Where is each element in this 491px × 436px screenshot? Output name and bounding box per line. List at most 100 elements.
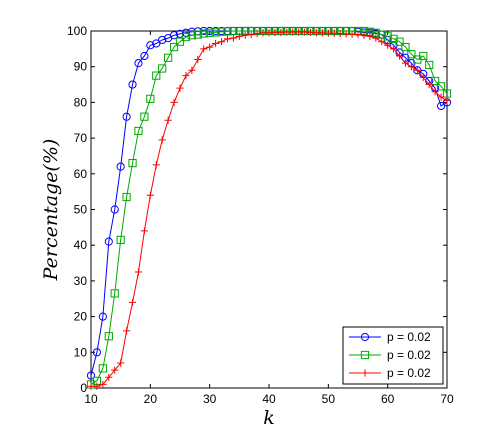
legend-entry: p = 0.02 [349, 348, 431, 362]
data-point [390, 45, 398, 53]
data-point [86, 371, 96, 380]
data-point [443, 97, 451, 105]
series-1 [86, 26, 452, 380]
y-tick-label: 20 [74, 310, 88, 324]
data-point [128, 80, 137, 89]
data-point [164, 116, 172, 124]
data-point [206, 43, 214, 51]
data-point [211, 28, 220, 37]
data-point [98, 312, 107, 321]
data-point [93, 382, 101, 390]
data-point [235, 32, 243, 40]
x-tick-label: 70 [440, 392, 454, 406]
data-point [247, 30, 255, 39]
data-point [212, 39, 220, 48]
data-point [176, 84, 184, 92]
legend-entry: p = 0.02 [349, 366, 431, 380]
data-point [223, 35, 232, 43]
data-point [146, 191, 154, 199]
data-point [401, 59, 410, 67]
data-point [164, 53, 173, 62]
x-tick-label: 50 [322, 392, 336, 406]
data-point [98, 364, 107, 373]
data-point [229, 34, 237, 42]
x-tick-label: 10 [84, 392, 98, 406]
data-point [116, 162, 125, 171]
data-point [223, 27, 232, 36]
y-tick-label: 40 [74, 238, 88, 252]
data-point [360, 350, 370, 360]
data-point [431, 88, 439, 96]
data-point [413, 66, 421, 74]
data-point [104, 332, 113, 341]
data-point [217, 27, 226, 36]
series-3 [87, 28, 451, 390]
data-point [128, 158, 137, 168]
data-point [110, 205, 119, 214]
data-point [372, 34, 380, 42]
series-layer [86, 26, 452, 390]
x-axis-title: k [263, 407, 275, 429]
y-tick-label: 90 [74, 60, 88, 74]
data-point [194, 55, 202, 64]
data-point [253, 29, 261, 38]
data-point [360, 31, 368, 39]
data-point [122, 112, 131, 121]
data-point [110, 289, 119, 298]
y-tick-label: 80 [74, 95, 88, 109]
data-point [360, 332, 370, 342]
y-axis: 0 10 20 30 40 50 60 70 80 90 100 [67, 24, 447, 395]
data-point [181, 28, 191, 37]
data-point [116, 235, 125, 244]
y-tick-label: 50 [74, 203, 88, 217]
data-point [437, 93, 445, 101]
data-point [158, 35, 167, 45]
data-point [169, 31, 179, 40]
data-point [241, 31, 249, 39]
data-point [217, 38, 226, 46]
data-point [384, 41, 392, 49]
data-point [401, 42, 410, 52]
data-point [134, 59, 143, 68]
data-point [128, 298, 137, 306]
data-point [123, 327, 131, 335]
x-tick-label: 20 [144, 392, 158, 406]
data-point [395, 52, 404, 60]
data-point [134, 126, 143, 136]
y-tick-label: 10 [74, 345, 88, 359]
data-point [200, 45, 208, 53]
y-tick-label: 100 [67, 24, 87, 38]
data-point [99, 380, 107, 389]
data-point [158, 136, 166, 144]
legend-label: p = 0.02 [387, 348, 431, 362]
data-point [134, 268, 143, 276]
y-tick-label: 60 [74, 167, 88, 181]
data-point [425, 80, 433, 89]
data-point [152, 161, 160, 169]
data-point [366, 32, 374, 40]
data-point [419, 51, 428, 61]
data-point [175, 37, 185, 46]
data-point [193, 30, 202, 39]
legend-label: p = 0.02 [387, 330, 431, 344]
data-point [425, 60, 434, 70]
data-point [383, 32, 392, 41]
data-point [152, 39, 161, 48]
data-point [105, 373, 113, 381]
data-point [92, 348, 102, 357]
data-point [378, 38, 386, 46]
data-point [419, 73, 427, 82]
data-point [117, 359, 125, 367]
legend: p = 0.02 p = 0.02 p = 0.02 [342, 326, 444, 385]
data-point [199, 29, 208, 38]
data-point [407, 50, 416, 59]
data-point [181, 32, 191, 42]
data-point [170, 98, 178, 106]
data-point [205, 28, 214, 37]
data-point [152, 71, 161, 80]
data-point [436, 82, 446, 91]
data-point [436, 101, 446, 111]
data-point [140, 51, 149, 61]
data-point [389, 34, 398, 43]
